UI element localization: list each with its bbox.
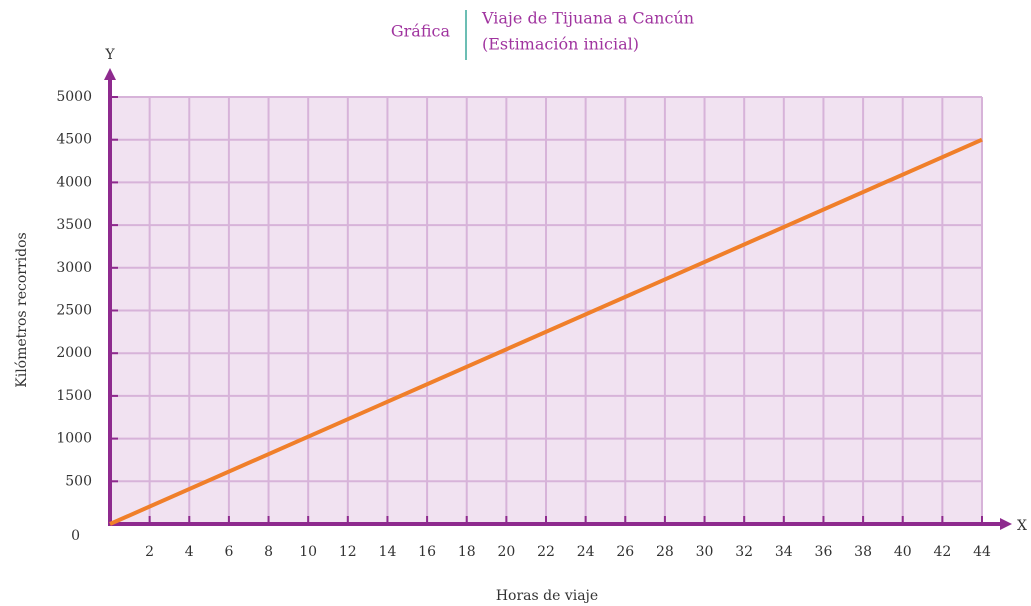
x-tick-label: 16: [418, 544, 436, 560]
y-axis-label: Kilómetros recorridos: [14, 232, 30, 387]
x-tick-label: 22: [537, 544, 555, 560]
y-tick-label: 3500: [56, 217, 92, 233]
x-axis-name: X: [1017, 518, 1027, 534]
y-axis-name: Y: [104, 47, 115, 63]
y-tick-label: 500: [65, 473, 92, 489]
x-tick-label: 34: [775, 544, 793, 560]
y-tick-label: 2500: [56, 303, 92, 319]
x-tick-label: 26: [616, 544, 634, 560]
y-tick-label: 0: [71, 528, 80, 544]
x-axis-label: Horas de viaje: [496, 588, 598, 604]
data-line: [109, 137, 983, 526]
y-axis-arrow: [104, 68, 116, 80]
x-tick-label: 24: [577, 544, 595, 560]
x-tick-label: 44: [973, 544, 991, 560]
x-tick-label: 4: [185, 544, 194, 560]
y-tick-label: 3000: [56, 260, 92, 276]
x-tick-label: 18: [458, 544, 476, 560]
x-tick-label: 28: [656, 544, 674, 560]
x-tick-label: 20: [497, 544, 515, 560]
x-tick-label: 42: [933, 544, 951, 560]
x-tick-label: 30: [696, 544, 714, 560]
chart-subtitle: (Estimación inicial): [482, 35, 639, 54]
x-tick-label: 32: [735, 544, 753, 560]
y-tick-label: 4500: [56, 132, 92, 148]
chart-title: Viaje de Tijuana a Cancún: [481, 9, 694, 28]
x-tick-label: 12: [339, 544, 357, 560]
x-tick-label: 38: [854, 544, 872, 560]
x-tick-label: 8: [264, 544, 273, 560]
x-tick-label: 36: [815, 544, 833, 560]
x-tick-label: 14: [379, 544, 397, 560]
x-axis-arrow: [1000, 518, 1012, 530]
y-tick-label: 1000: [56, 431, 92, 447]
y-tick-label: 1500: [56, 388, 92, 404]
x-tick-label: 10: [299, 544, 317, 560]
y-tick-label: 2000: [56, 345, 92, 361]
x-tick-label: 2: [145, 544, 154, 560]
x-tick-label: 6: [224, 544, 233, 560]
y-tick-label: 4000: [56, 174, 92, 190]
y-tick-label: 5000: [56, 89, 92, 105]
x-tick-label: 40: [894, 544, 912, 560]
chart-label: Gráfica: [391, 22, 451, 41]
